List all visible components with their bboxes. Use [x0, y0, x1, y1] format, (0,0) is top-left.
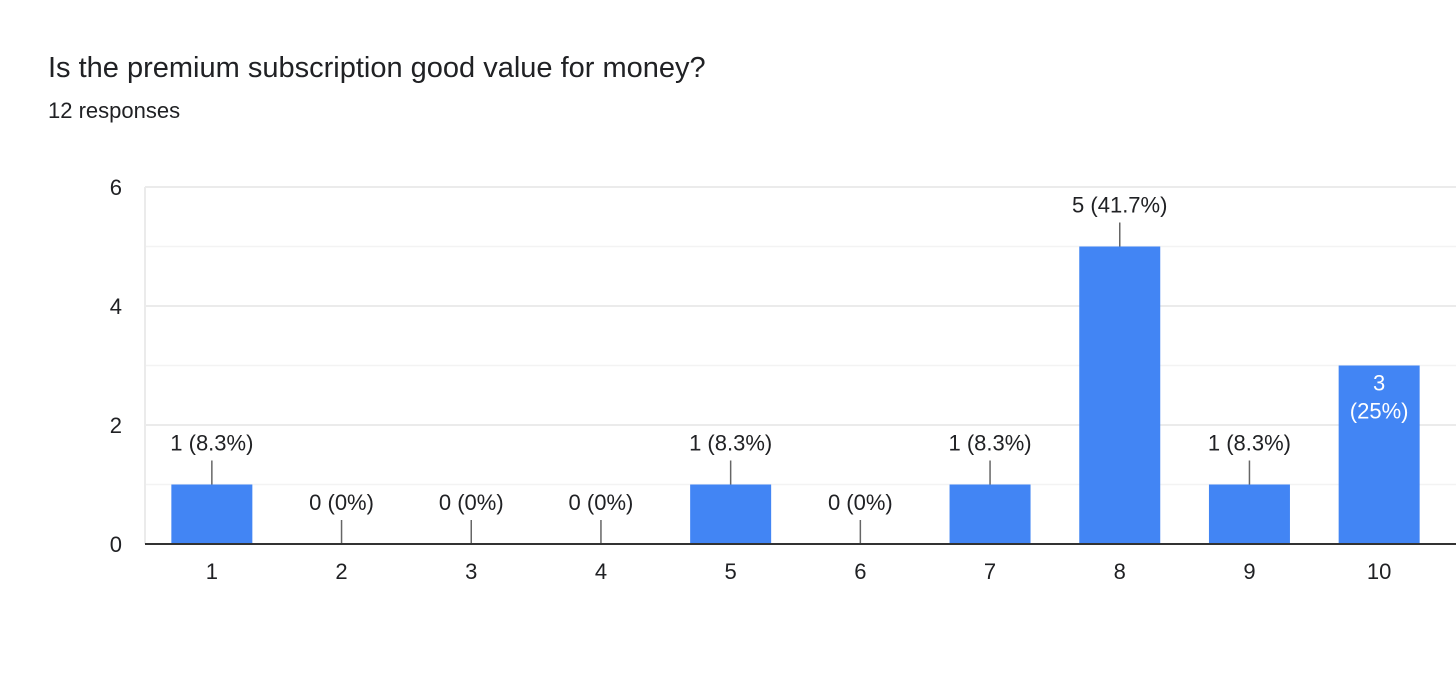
- bar: [1208, 484, 1290, 544]
- x-tick-label: 1: [206, 559, 218, 584]
- data-label: 5 (41.7%): [1072, 193, 1167, 218]
- bar: [1338, 365, 1420, 544]
- x-tick-label: 2: [335, 559, 347, 584]
- x-tick-label: 9: [1243, 559, 1255, 584]
- data-label: 1 (8.3%): [170, 431, 253, 456]
- data-label: 1 (8.3%): [689, 431, 772, 456]
- bar: [690, 484, 772, 544]
- data-label: 0 (0%): [828, 490, 893, 515]
- x-tick-label: 7: [984, 559, 996, 584]
- bars: [171, 246, 1420, 544]
- y-tick-label: 2: [110, 413, 122, 438]
- x-axis-ticks: 1 2 3 4 5 6 7 8 9 10: [206, 559, 1392, 584]
- data-labels: 1 (8.3%) 0 (0%) 0 (0%) 0 (0%) 1 (8.3%) 0 (0%)…: [170, 193, 1408, 516]
- x-tick-label: 8: [1114, 559, 1126, 584]
- data-label-leaders: [211, 222, 1251, 544]
- data-label: 3: [1373, 371, 1385, 396]
- data-label: 0 (0%): [439, 490, 504, 515]
- gridlines: [144, 186, 1456, 544]
- bar: [171, 484, 253, 544]
- x-tick-label: 5: [725, 559, 737, 584]
- data-label: (25%): [1350, 399, 1409, 424]
- y-tick-label: 4: [110, 294, 122, 319]
- data-label: 1 (8.3%): [948, 431, 1031, 456]
- bar: [949, 484, 1031, 544]
- data-label: 0 (0%): [569, 490, 634, 515]
- data-label: 1 (8.3%): [1208, 431, 1291, 456]
- x-tick-label: 6: [854, 559, 866, 584]
- response-count: 12 responses: [48, 98, 181, 123]
- x-tick-label: 10: [1367, 559, 1391, 584]
- x-tick-label: 4: [595, 559, 607, 584]
- question-title: Is the premium subscription good value f…: [48, 52, 706, 84]
- y-tick-label: 0: [110, 532, 122, 557]
- y-tick-label: 6: [110, 175, 122, 200]
- x-tick-label: 3: [465, 559, 477, 584]
- data-label: 0 (0%): [309, 490, 374, 515]
- bar: [1079, 246, 1161, 544]
- y-axis-ticks: 0 2 4 6: [110, 175, 122, 557]
